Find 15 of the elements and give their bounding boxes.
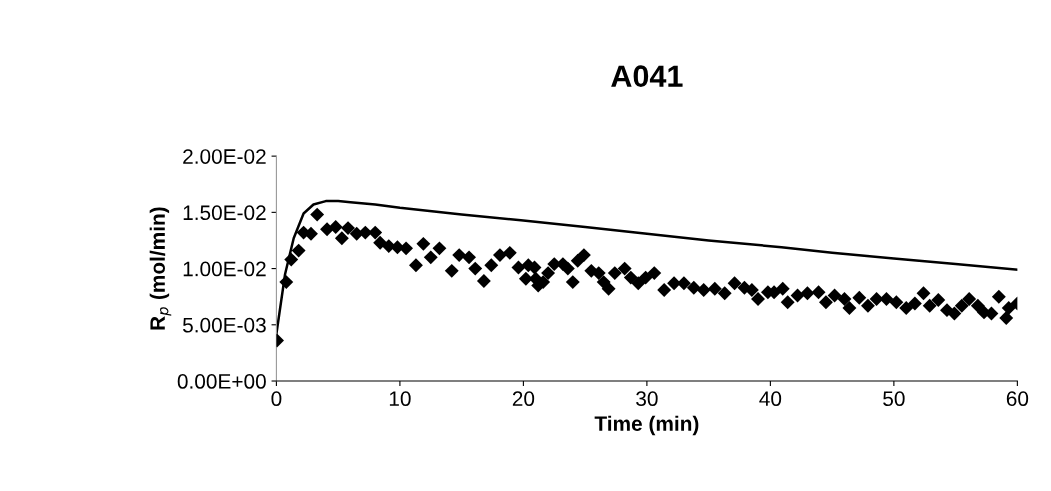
y-tick-label: 1.50E-02: [183, 205, 266, 221]
y-tick-label: 5.00E-03: [182, 317, 266, 333]
chart-title: A041: [611, 65, 683, 87]
x-tick-label: 50: [883, 391, 905, 407]
x-tick-label: 10: [389, 391, 411, 407]
x-axis-title: Time (min): [594, 415, 699, 436]
x-tick-label: 40: [759, 391, 782, 407]
y-tick-label: 1.00E-02: [183, 261, 266, 277]
y-tick-label: 2.00E-02: [183, 149, 266, 164]
x-tick-label: 60: [1006, 391, 1029, 407]
x-tick-label: 20: [512, 391, 535, 407]
y-axis-title: R$_{p}$ (mol/min): [149, 207, 172, 330]
x-tick-label: 30: [636, 391, 658, 407]
y-tick-label: 0.00E+00: [177, 374, 266, 389]
x-tick-label: 0: [271, 391, 282, 407]
